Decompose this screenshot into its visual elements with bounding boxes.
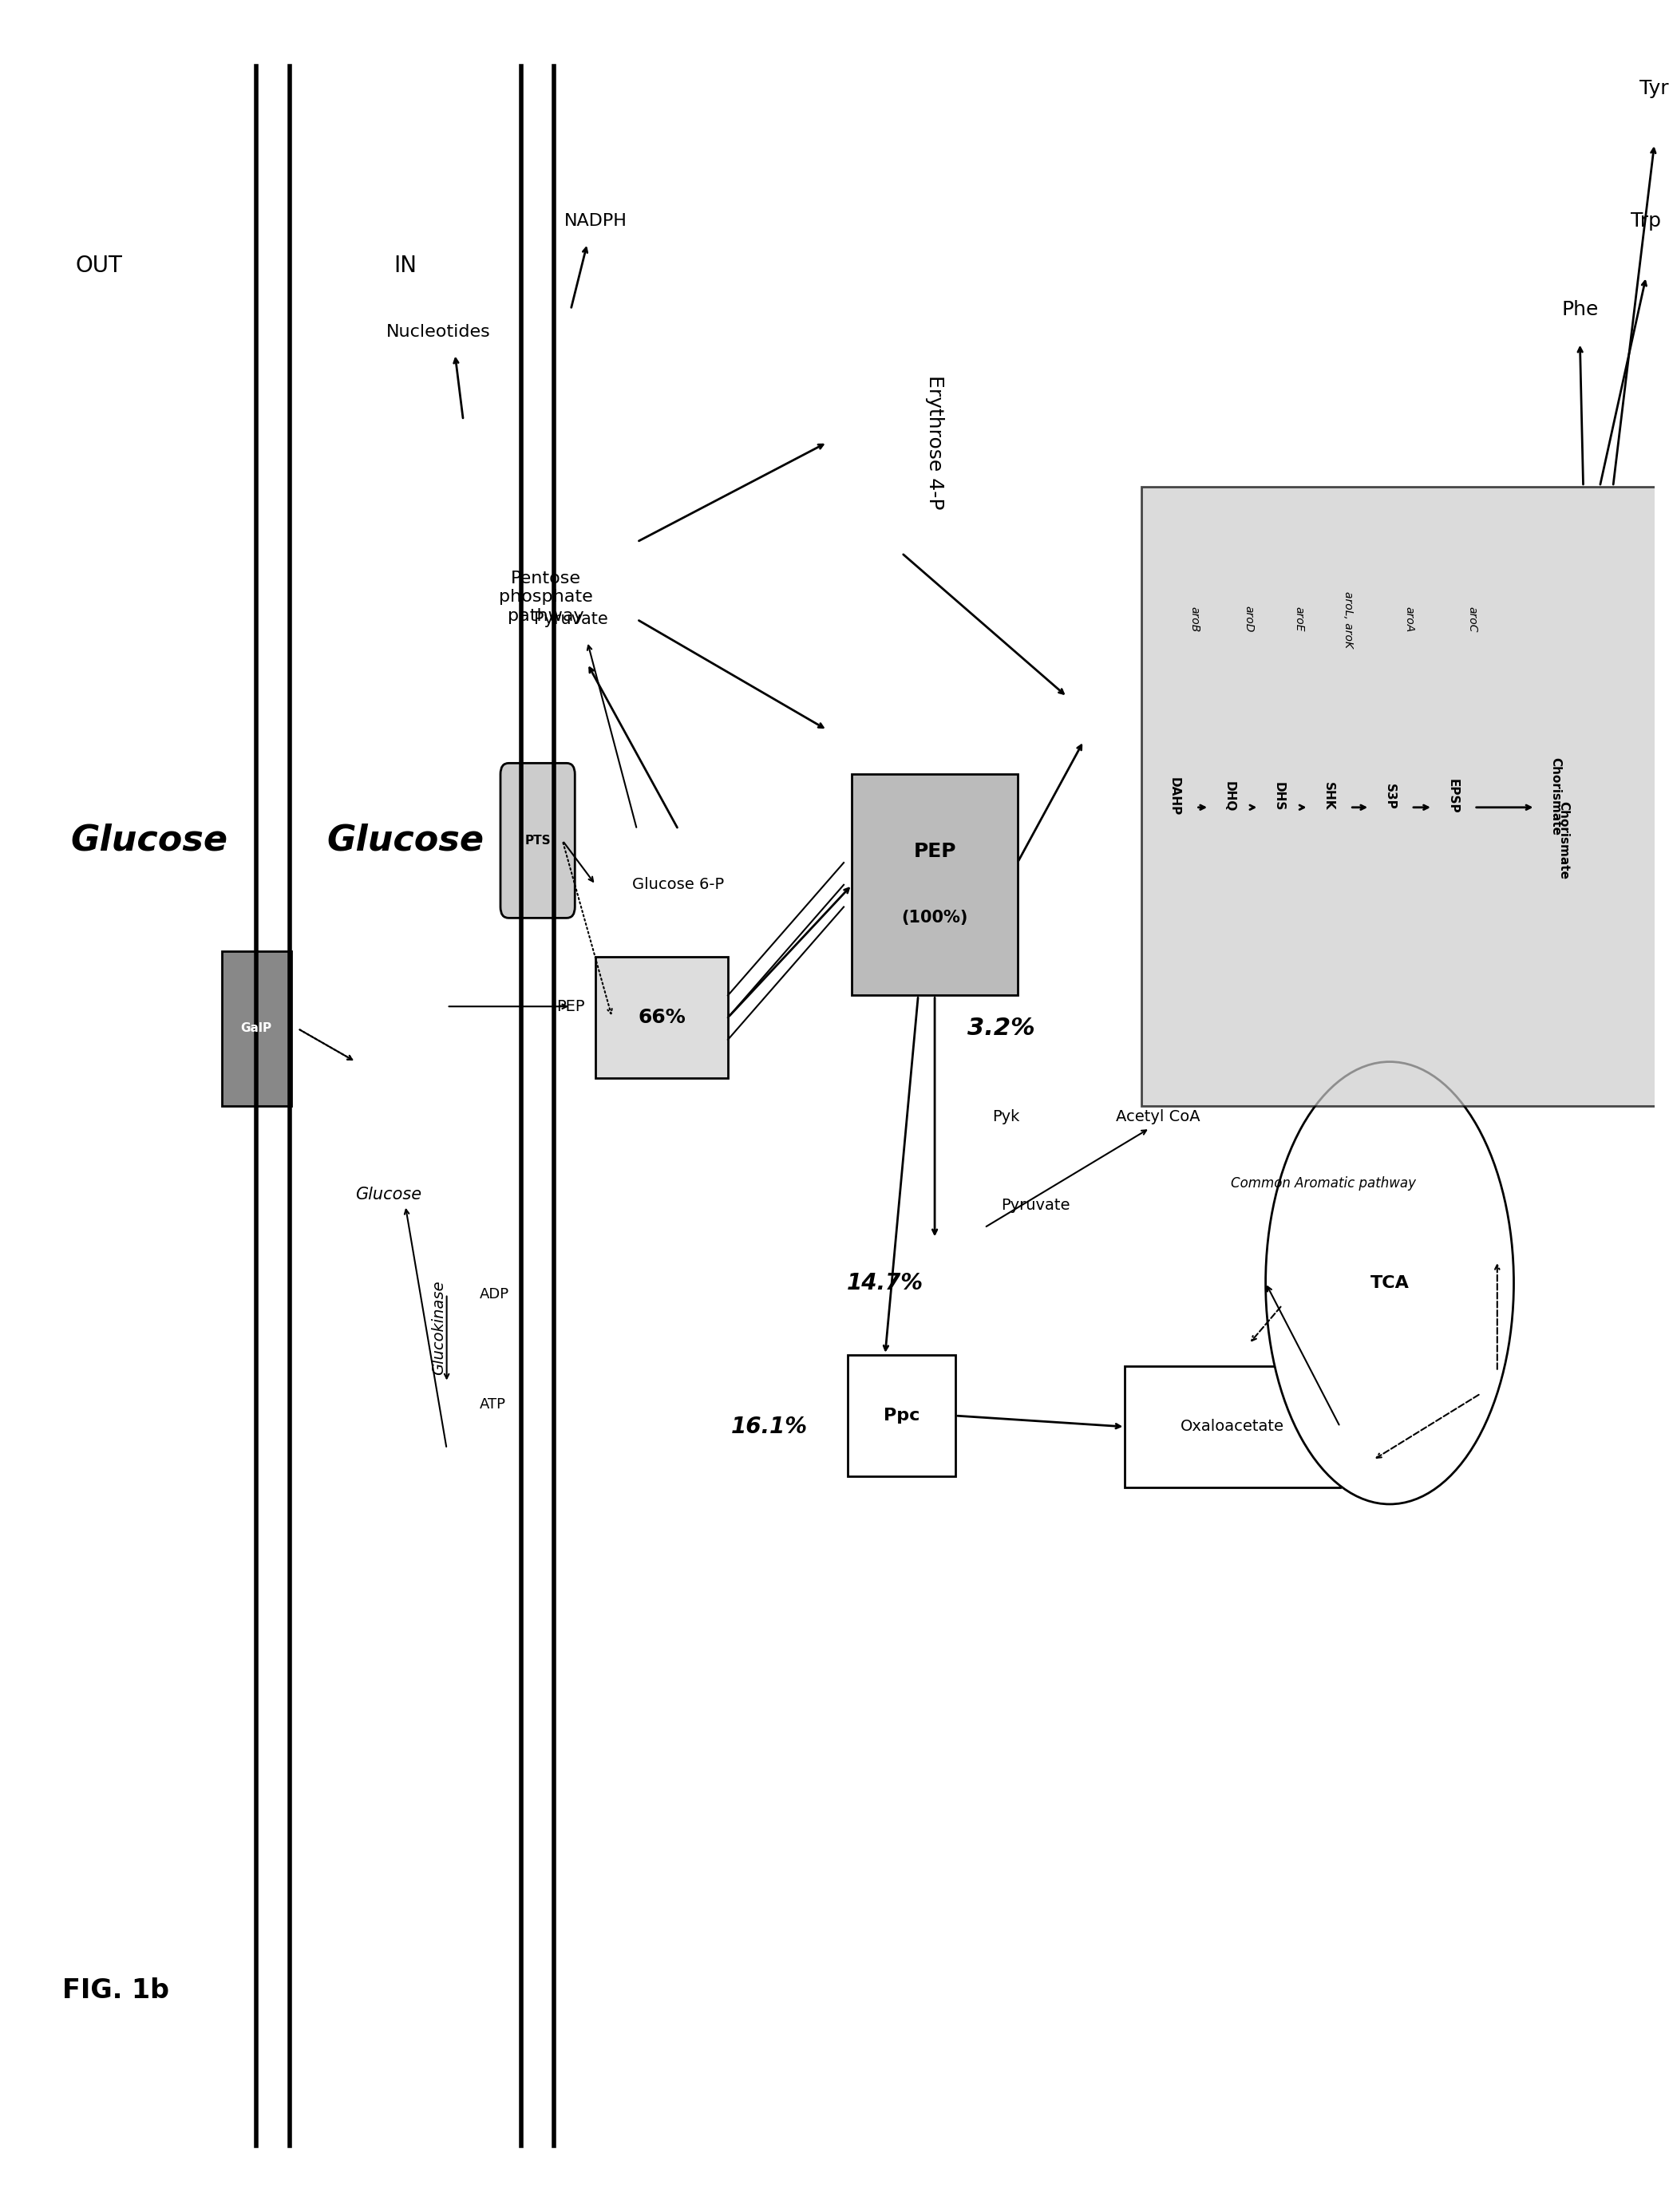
Text: aroD: aroD (1243, 606, 1255, 633)
Text: Pyk: Pyk (993, 1110, 1020, 1124)
FancyBboxPatch shape (501, 763, 574, 918)
Ellipse shape (1265, 1062, 1514, 1504)
Text: aroA: aroA (1404, 606, 1415, 633)
Text: Pyruvate: Pyruvate (534, 611, 608, 628)
Text: Phe: Phe (1562, 301, 1599, 319)
Text: aroL, aroK: aroL, aroK (1344, 591, 1354, 648)
Text: Oxaloacetate: Oxaloacetate (1180, 1420, 1285, 1433)
Text: Glucose: Glucose (327, 823, 484, 858)
Text: Tyr: Tyr (1639, 80, 1669, 97)
Text: DHS: DHS (1273, 781, 1285, 812)
Text: Ppc: Ppc (883, 1407, 920, 1425)
Text: aroC: aroC (1467, 606, 1479, 633)
FancyBboxPatch shape (1125, 1365, 1340, 1489)
Text: PEP: PEP (556, 1000, 584, 1013)
Text: Chorismate: Chorismate (1557, 801, 1569, 880)
Text: ATP: ATP (479, 1398, 506, 1411)
Text: 3.2%: 3.2% (966, 1018, 1035, 1040)
Text: Pyruvate: Pyruvate (1001, 1199, 1070, 1212)
Text: (100%): (100%) (901, 909, 968, 927)
Text: ADP: ADP (479, 1287, 509, 1301)
Text: TCA: TCA (1370, 1274, 1409, 1292)
Text: Common Aromatic pathway: Common Aromatic pathway (1232, 1177, 1415, 1190)
Text: DAHP: DAHP (1168, 776, 1180, 816)
Text: aroB: aroB (1188, 606, 1200, 633)
FancyBboxPatch shape (222, 951, 290, 1106)
Text: FIG. 1b: FIG. 1b (62, 1978, 169, 2004)
Text: Erythrose 4-P: Erythrose 4-P (925, 376, 945, 509)
Text: Pentose
phosphate
pathway: Pentose phosphate pathway (499, 571, 592, 624)
Text: Glucokinase: Glucokinase (431, 1281, 446, 1374)
Text: PEP: PEP (913, 843, 956, 860)
Text: Chorismate: Chorismate (1549, 757, 1561, 836)
Text: OUT: OUT (75, 254, 124, 276)
FancyBboxPatch shape (848, 1354, 955, 1478)
Text: GalP: GalP (240, 1022, 272, 1035)
Text: Acetyl CoA: Acetyl CoA (1117, 1110, 1200, 1124)
Text: Trp: Trp (1631, 212, 1661, 230)
Text: PTS: PTS (524, 834, 551, 847)
Text: NADPH: NADPH (564, 212, 628, 230)
FancyBboxPatch shape (596, 956, 728, 1077)
Text: Glucose: Glucose (355, 1186, 422, 1203)
Text: IN: IN (394, 254, 417, 276)
Text: DHQ: DHQ (1223, 781, 1235, 812)
Text: S3P: S3P (1384, 783, 1395, 810)
Text: Glucose: Glucose (70, 823, 227, 858)
FancyBboxPatch shape (1142, 487, 1669, 1106)
Text: 66%: 66% (638, 1009, 686, 1026)
Text: aroE: aroE (1293, 606, 1303, 633)
FancyBboxPatch shape (851, 774, 1018, 995)
Text: 14.7%: 14.7% (846, 1272, 923, 1294)
Text: Nucleotides: Nucleotides (386, 323, 491, 341)
Text: EPSP: EPSP (1447, 779, 1459, 814)
Text: Glucose 6-P: Glucose 6-P (633, 878, 724, 891)
Text: 16.1%: 16.1% (731, 1416, 808, 1438)
Text: SHK: SHK (1322, 783, 1335, 810)
